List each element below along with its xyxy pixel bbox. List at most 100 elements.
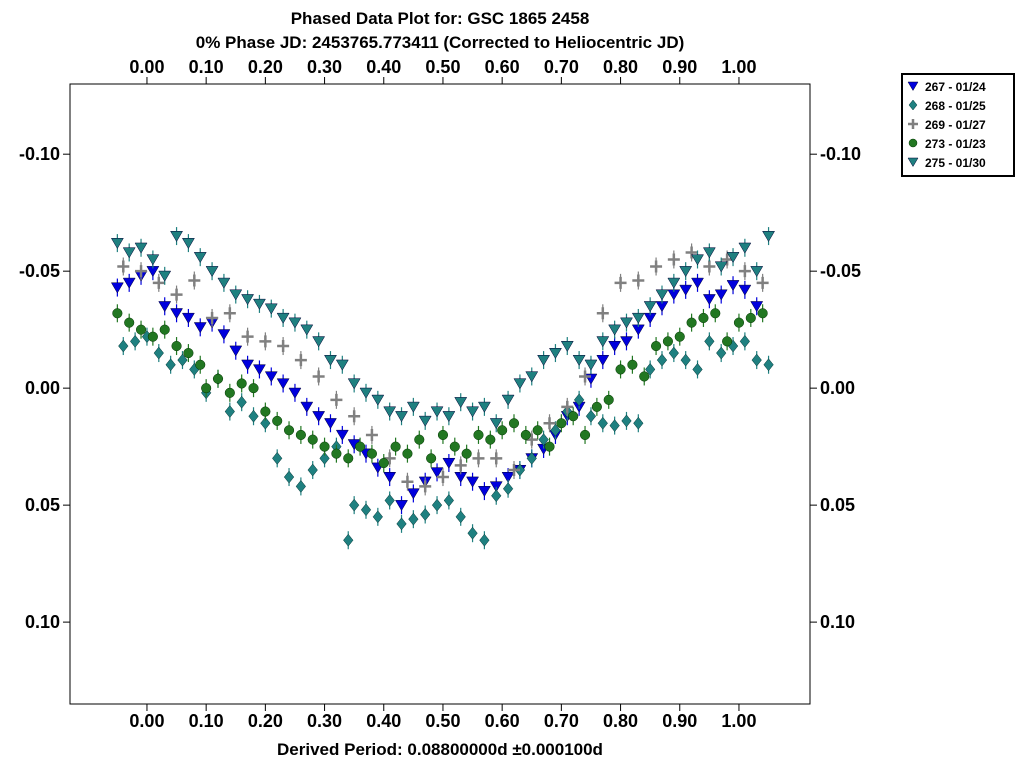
data-point	[324, 355, 337, 366]
data-point	[343, 533, 354, 547]
data-point	[426, 453, 437, 464]
x-tick-label-bottom: 0.90	[662, 711, 697, 731]
data-point	[449, 441, 460, 452]
data-point	[685, 246, 698, 259]
data-point	[378, 457, 389, 469]
chart-subtitle: 0% Phase JD: 2453765.773411 (Corrected t…	[196, 33, 685, 52]
y-tick-label-left: 0.05	[25, 495, 60, 515]
y-tick-label-left: 0.10	[25, 612, 60, 632]
x-tick-label-top: 1.00	[721, 57, 756, 77]
x-tick-label-bottom: 0.60	[485, 711, 520, 731]
data-point	[615, 364, 626, 375]
legend-marker	[908, 138, 918, 148]
x-tick-label-top: 0.50	[425, 57, 460, 77]
data-point	[608, 340, 622, 352]
data-point	[477, 401, 491, 413]
data-point	[497, 425, 508, 436]
data-point	[171, 340, 182, 352]
data-point	[643, 301, 657, 313]
data-point	[738, 265, 751, 278]
data-point	[135, 265, 148, 278]
x-tick-label-bottom: 0.00	[129, 711, 164, 731]
data-point	[745, 312, 756, 324]
chart-title: Phased Data Plot for: GSC 1865 2458	[291, 9, 590, 28]
data-point	[477, 486, 491, 497]
data-point	[223, 307, 236, 320]
x-tick-label-bottom: 1.00	[721, 711, 756, 731]
data-point	[454, 459, 467, 472]
data-point	[124, 317, 135, 328]
data-point	[596, 336, 610, 348]
data-point	[579, 370, 592, 383]
data-point	[335, 359, 349, 371]
data-point	[757, 308, 768, 319]
x-tick-label-bottom: 0.40	[366, 711, 401, 731]
data-point	[206, 311, 219, 324]
x-tick-label-bottom: 0.30	[307, 711, 342, 731]
data-point	[253, 298, 266, 310]
data-point	[110, 238, 124, 249]
data-point	[633, 416, 644, 430]
data-point	[408, 512, 419, 526]
data-point	[365, 428, 378, 441]
data-point	[272, 451, 283, 465]
legend-label: 269 - 01/27	[925, 118, 986, 132]
data-point	[402, 448, 413, 459]
data-point	[248, 409, 259, 423]
data-point	[537, 355, 551, 366]
y-tick-label-left: 0.00	[25, 378, 60, 398]
data-point	[508, 418, 520, 429]
x-tick-label-top: 0.60	[485, 57, 520, 77]
data-point	[756, 276, 769, 289]
data-point	[253, 364, 266, 376]
data-point	[260, 416, 271, 430]
data-point	[193, 252, 207, 264]
data-point	[195, 359, 206, 370]
data-point	[596, 355, 610, 366]
data-point	[485, 434, 496, 445]
data-point	[295, 480, 307, 493]
data-point	[135, 324, 147, 335]
data-point	[655, 289, 669, 301]
data-point	[307, 434, 318, 445]
data-point	[241, 330, 254, 343]
data-point	[738, 284, 752, 296]
data-point	[632, 274, 645, 287]
data-point	[401, 475, 414, 488]
data-point	[651, 340, 662, 352]
x-tick-label-bottom: 0.70	[544, 711, 579, 731]
data-point	[177, 353, 188, 367]
data-point	[668, 346, 679, 360]
data-point	[501, 394, 515, 406]
data-point	[508, 464, 520, 477]
data-point	[264, 303, 278, 315]
data-point	[359, 387, 373, 399]
data-point	[597, 416, 608, 430]
data-point	[188, 274, 201, 287]
data-point	[491, 489, 502, 503]
data-point	[596, 307, 609, 320]
data-point	[473, 429, 484, 440]
data-point	[679, 284, 693, 296]
data-point	[538, 433, 549, 447]
data-point	[680, 353, 691, 367]
data-point	[229, 289, 243, 301]
legend-marker	[908, 119, 918, 129]
data-point	[544, 441, 555, 452]
data-point	[229, 345, 243, 357]
data-point	[691, 254, 704, 266]
data-point	[667, 253, 680, 266]
data-point	[330, 393, 343, 406]
legend-label: 273 - 01/23	[925, 137, 986, 151]
data-point	[674, 331, 685, 342]
data-point	[170, 288, 183, 301]
data-point	[312, 411, 326, 423]
data-point	[585, 409, 597, 423]
x-tick-label-bottom: 0.80	[603, 711, 638, 731]
data-point	[543, 417, 556, 430]
x-tick-label-bottom: 0.20	[248, 711, 283, 731]
series-4	[110, 227, 775, 433]
data-point	[153, 346, 164, 360]
data-point	[431, 498, 443, 512]
data-point	[260, 406, 271, 417]
